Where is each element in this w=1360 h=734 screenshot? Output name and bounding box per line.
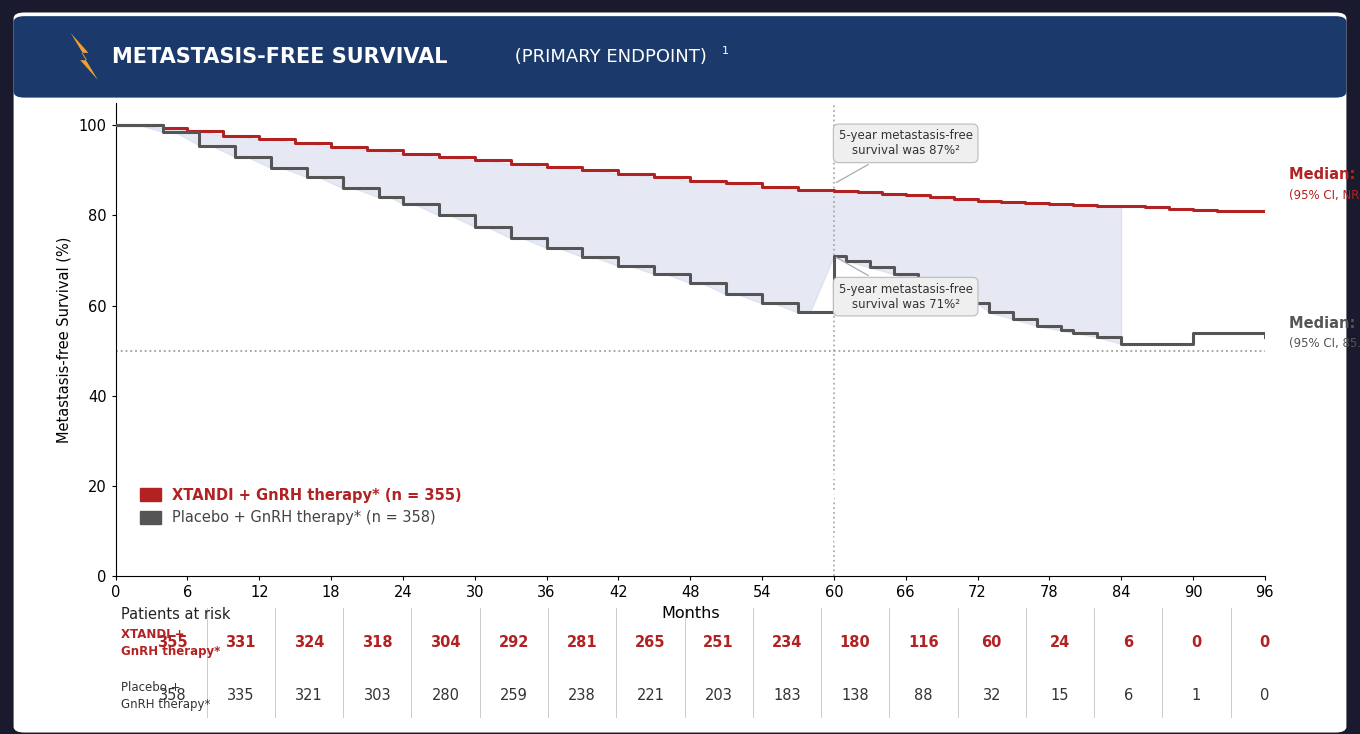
Text: XTANDI +
GnRH therapy*: XTANDI + GnRH therapy* bbox=[121, 628, 220, 658]
FancyBboxPatch shape bbox=[14, 12, 1346, 733]
Text: 251: 251 bbox=[703, 635, 734, 650]
Text: 318: 318 bbox=[362, 635, 393, 650]
X-axis label: Months: Months bbox=[661, 606, 719, 621]
Text: 180: 180 bbox=[840, 635, 870, 650]
Text: Patients at risk: Patients at risk bbox=[121, 607, 231, 622]
Text: 331: 331 bbox=[226, 635, 256, 650]
Text: 6: 6 bbox=[1123, 688, 1133, 703]
Text: Placebo +
GnRH therapy*: Placebo + GnRH therapy* bbox=[121, 680, 211, 711]
Text: 324: 324 bbox=[294, 635, 324, 650]
Polygon shape bbox=[71, 33, 98, 80]
Text: Median: NR: Median: NR bbox=[1289, 316, 1360, 331]
Text: 183: 183 bbox=[772, 688, 801, 703]
Text: 292: 292 bbox=[499, 635, 529, 650]
Text: 280: 280 bbox=[431, 688, 460, 703]
Text: METASTASIS-FREE SURVIVAL: METASTASIS-FREE SURVIVAL bbox=[112, 47, 447, 68]
Text: 265: 265 bbox=[635, 635, 665, 650]
Text: Median: NR: Median: NR bbox=[1289, 167, 1360, 183]
Text: 58: 58 bbox=[632, 479, 709, 532]
Text: 221: 221 bbox=[636, 688, 665, 703]
Text: 1: 1 bbox=[722, 46, 729, 57]
Text: (HR = 0.42 [95% CI, 0.30-0.61]; P < 0.0001): (HR = 0.42 [95% CI, 0.30-0.61]; P < 0.00… bbox=[819, 531, 1091, 545]
Text: 5-year metastasis-free
survival was 71%²: 5-year metastasis-free survival was 71%² bbox=[836, 258, 972, 310]
Text: (95% CI, NR-NR): (95% CI, NR-NR) bbox=[1289, 189, 1360, 202]
Text: 238: 238 bbox=[568, 688, 596, 703]
Text: reduction in the risk of metastasis
or death: reduction in the risk of metastasis or d… bbox=[819, 470, 1132, 504]
Text: 203: 203 bbox=[704, 688, 733, 703]
Text: 0: 0 bbox=[1191, 635, 1202, 650]
Text: 1: 1 bbox=[1191, 688, 1201, 703]
Text: 355: 355 bbox=[158, 635, 188, 650]
Text: 32: 32 bbox=[982, 688, 1001, 703]
Text: 88: 88 bbox=[914, 688, 933, 703]
Text: 234: 234 bbox=[771, 635, 802, 650]
Text: 335: 335 bbox=[227, 688, 254, 703]
Text: 0: 0 bbox=[1259, 635, 1270, 650]
Legend: XTANDI + GnRH therapy* (n = 355), Placebo + GnRH therapy* (n = 358): XTANDI + GnRH therapy* (n = 355), Placeb… bbox=[135, 482, 468, 531]
Text: 358: 358 bbox=[159, 688, 186, 703]
Text: 303: 303 bbox=[363, 688, 392, 703]
Text: 5-year metastasis-free
survival was 87%²: 5-year metastasis-free survival was 87%² bbox=[836, 129, 972, 183]
Text: 138: 138 bbox=[842, 688, 869, 703]
Text: 304: 304 bbox=[430, 635, 461, 650]
Text: 0: 0 bbox=[1261, 688, 1269, 703]
Text: 321: 321 bbox=[295, 688, 322, 703]
Text: %: % bbox=[738, 477, 770, 506]
Text: 24: 24 bbox=[1050, 635, 1070, 650]
Text: (PRIMARY ENDPOINT): (PRIMARY ENDPOINT) bbox=[509, 48, 706, 66]
Text: 281: 281 bbox=[567, 635, 597, 650]
Y-axis label: Metastasis-free Survival (%): Metastasis-free Survival (%) bbox=[57, 236, 72, 443]
Text: 6: 6 bbox=[1123, 635, 1133, 650]
FancyBboxPatch shape bbox=[14, 16, 1346, 98]
Text: 60: 60 bbox=[982, 635, 1002, 650]
Text: 259: 259 bbox=[500, 688, 528, 703]
Text: (95% CI, 85.1 months-NR): (95% CI, 85.1 months-NR) bbox=[1289, 338, 1360, 350]
Text: 15: 15 bbox=[1051, 688, 1069, 703]
Text: 116: 116 bbox=[908, 635, 938, 650]
